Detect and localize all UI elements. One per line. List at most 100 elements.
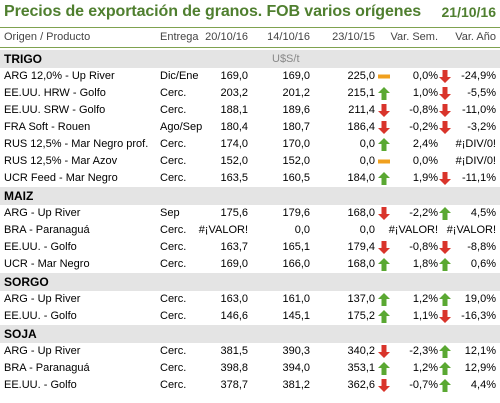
trend-down-icon	[378, 104, 390, 117]
trend-flat-icon	[378, 155, 390, 168]
price-date-1: 163,7	[220, 241, 248, 253]
trend-up-icon	[378, 362, 390, 375]
table-row: ARG - Up River Cerc. 163,0 161,0 137,0 1,2% 19…	[0, 291, 500, 308]
table-row: EE.UU. - Golfo Cerc. 378,7 381,2 362,6 -0,7% 4…	[0, 377, 500, 394]
table-row: EE.UU. SRW - Golfo Cerc. 188,1 189,6 211,4 -0…	[0, 102, 500, 119]
section-name: MAIZ	[4, 189, 34, 203]
product-cell: EE.UU. SRW - Golfo	[4, 104, 106, 116]
table-row: BRA - Paranaguá Cerc. 398,8 394,0 353,1 1,2% 1…	[0, 360, 500, 377]
price-date-3: 0,0	[359, 155, 375, 167]
var-year-cell: #¡DIV/0!	[455, 138, 496, 150]
trend-up-icon	[378, 293, 390, 306]
product-cell: ARG - Up River	[4, 207, 81, 219]
trend-up-icon	[439, 379, 451, 392]
section-header-sorgo: SORGO	[0, 273, 500, 291]
var-year-cell: #¡DIV/0!	[455, 155, 496, 167]
product-cell: EE.UU. HRW - Golfo	[4, 87, 106, 99]
var-week-cell: 1,9%	[412, 172, 438, 184]
product-cell: FRA Soft - Rouen	[4, 121, 91, 133]
col-delivery: Entrega	[160, 31, 199, 43]
price-date-2: 394,0	[282, 362, 310, 374]
trend-up-icon	[378, 87, 390, 100]
product-cell: RUS 12,5% - Mar Negro prof.	[4, 138, 149, 150]
price-date-2: 189,6	[282, 104, 310, 116]
product-cell: BRA - Paranaguá	[4, 362, 90, 374]
price-date-1: 152,0	[220, 155, 248, 167]
var-year-cell: -16,3%	[461, 310, 496, 322]
var-year-cell: #¡VALOR!	[446, 224, 496, 236]
table-row: EE.UU. - Golfo Cerc. 146,6 145,1 175,2 1,1% -1…	[0, 308, 500, 325]
trend-up-icon	[378, 172, 390, 185]
delivery-cell: Cerc.	[160, 155, 187, 167]
price-date-2: 145,1	[282, 310, 310, 322]
trend-down-icon	[439, 104, 451, 117]
col-var-week: Var. Sem.	[390, 31, 438, 43]
var-week-cell: 2,4%	[412, 138, 438, 150]
var-week-cell: 1,2%	[412, 293, 438, 305]
price-date-2: 166,0	[282, 258, 310, 270]
var-year-cell: -3,2%	[467, 121, 496, 133]
var-year-cell: -11,1%	[461, 172, 496, 184]
var-week-cell: -2,3%	[409, 345, 438, 357]
price-date-1: 169,0	[220, 258, 248, 270]
table-row: BRA - Paranaguá Cerc. #¡VALOR! 0,0 0,0 #¡VALO…	[0, 222, 500, 239]
price-date-1: 163,0	[220, 293, 248, 305]
unit-label: U$S/t	[272, 53, 300, 65]
var-week-cell: -2,2%	[409, 207, 438, 219]
var-year-cell: 4,4%	[470, 379, 496, 391]
var-year-cell: 19,0%	[464, 293, 496, 305]
product-cell: UCR - Mar Negro	[4, 258, 90, 270]
var-week-cell: -0,8%	[409, 104, 438, 116]
price-date-1: 378,7	[220, 379, 248, 391]
price-date-2: 165,1	[282, 241, 310, 253]
trend-down-icon	[378, 241, 390, 254]
table-row: UCR Feed - Mar Negro Cerc. 163,5 160,5 184,0…	[0, 170, 500, 187]
product-cell: BRA - Paranaguá	[4, 224, 90, 236]
delivery-cell: Cerc.	[160, 345, 187, 357]
trend-up-icon	[378, 138, 390, 151]
var-week-cell: 1,2%	[412, 362, 438, 374]
var-week-cell: -0,8%	[409, 241, 438, 253]
table-row: ARG - Up River Sep 175,6 179,6 168,0 -2,2% 4,5…	[0, 205, 500, 222]
section-header-maiz: MAIZ	[0, 187, 500, 205]
var-week-cell: 1,8%	[412, 258, 438, 270]
var-week-cell: 1,1%	[412, 310, 438, 322]
price-date-1: 180,4	[220, 121, 248, 133]
delivery-cell: Cerc.	[160, 104, 187, 116]
price-date-2: 152,0	[282, 155, 310, 167]
product-cell: ARG - Up River	[4, 345, 81, 357]
price-date-1: 169,0	[220, 70, 248, 82]
table-row: RUS 12,5% - Mar Azov Cerc. 152,0 152,0 0,0 0,…	[0, 153, 500, 170]
var-year-cell: -24,9%	[461, 70, 496, 82]
report-title: Precios de exportación de granos. FOB va…	[4, 3, 422, 20]
trend-none-icon	[439, 138, 451, 151]
price-date-1: 188,1	[220, 104, 248, 116]
price-date-3: 362,6	[347, 379, 375, 391]
price-date-1: 174,0	[220, 138, 248, 150]
product-cell: EE.UU. - Golfo	[4, 379, 77, 391]
trend-none-icon	[439, 155, 451, 168]
table-row: ARG - Up River Cerc. 381,5 390,3 340,2 -2,3% 1…	[0, 343, 500, 360]
price-date-3: 175,2	[347, 310, 375, 322]
price-date-2: 201,2	[282, 87, 310, 99]
trend-up-icon	[439, 362, 451, 375]
delivery-cell: Cerc.	[160, 379, 187, 391]
price-date-3: 168,0	[347, 207, 375, 219]
price-date-3: 179,4	[347, 241, 375, 253]
trend-down-icon	[439, 310, 451, 323]
price-date-1: 398,8	[220, 362, 248, 374]
trend-down-icon	[378, 345, 390, 358]
delivery-cell: Cerc.	[160, 224, 187, 236]
trend-up-icon	[378, 310, 390, 323]
var-year-cell: 0,6%	[470, 258, 496, 270]
var-week-cell: 1,0%	[412, 87, 438, 99]
var-year-cell: -5,5%	[467, 87, 496, 99]
product-cell: ARG 12,0% - Up River	[4, 70, 115, 82]
price-date-1: #¡VALOR!	[198, 224, 248, 236]
var-year-cell: -8,8%	[467, 241, 496, 253]
var-week-cell: -0,2%	[409, 121, 438, 133]
trend-down-icon	[378, 379, 390, 392]
table-row: EE.UU. HRW - Golfo Cerc. 203,2 201,2 215,1 1,…	[0, 85, 500, 102]
section-name: SOJA	[4, 327, 37, 341]
var-week-cell: -0,7%	[409, 379, 438, 391]
